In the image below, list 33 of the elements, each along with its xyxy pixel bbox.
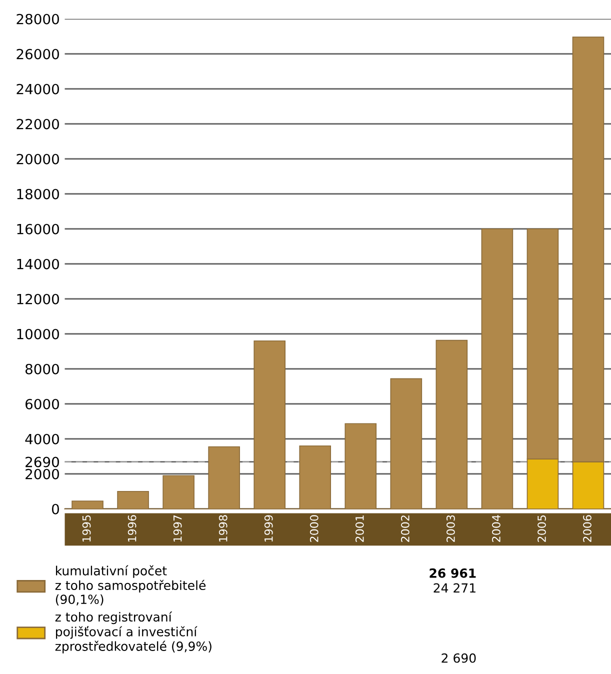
x-tick-label: 2004: [492, 515, 500, 542]
x-tick-label: 2001: [355, 515, 364, 542]
y-tick-label: 6000: [26, 398, 59, 410]
legend-label: kumulativní počet z toho samospotřebitelé (90,1%): [55, 565, 206, 606]
x-tick-label: 1999: [264, 515, 273, 542]
text: 24 271: [434, 583, 476, 593]
y-tick-label: 24000: [16, 84, 59, 94]
y-tick-label: 0: [52, 504, 59, 514]
x-tick-label: 2000: [310, 515, 318, 542]
y-tick-label: 26000: [16, 48, 59, 60]
text: 26 961: [430, 568, 476, 578]
legend-label: z toho registrovaní pojišťovací a investiční zprostředkovatelé (9,9%): [55, 611, 212, 654]
x-tick-label: 1995: [82, 515, 91, 542]
y-tick-label: 12000: [17, 294, 59, 304]
x-tick-label: 2005: [538, 515, 546, 542]
y-tick-label: 16000: [17, 224, 59, 234]
y-tick-label: 18000: [17, 188, 59, 200]
x-tick-label: 2002: [400, 516, 410, 542]
y-tick-label: 2690: [26, 456, 59, 468]
x-tick-label: 1996: [128, 515, 136, 542]
x-tick-label: 1997: [173, 515, 182, 542]
x-tick-label: 2006: [583, 515, 592, 542]
y-tick-label: 20000: [16, 154, 59, 164]
y-tick-label: 8000: [26, 364, 59, 374]
y-tick-label: 2000: [26, 468, 59, 480]
y-tick-label: 28000: [16, 14, 59, 24]
x-tick-label: 2003: [446, 515, 455, 542]
y-tick-label: 4000: [25, 434, 59, 444]
y-tick-label: 14000: [17, 258, 59, 270]
x-tick-label: 1998: [218, 515, 228, 542]
y-tick-label: 22000: [16, 118, 59, 130]
y-tick-label: 10000: [17, 328, 59, 340]
text: 2 690: [442, 653, 476, 663]
